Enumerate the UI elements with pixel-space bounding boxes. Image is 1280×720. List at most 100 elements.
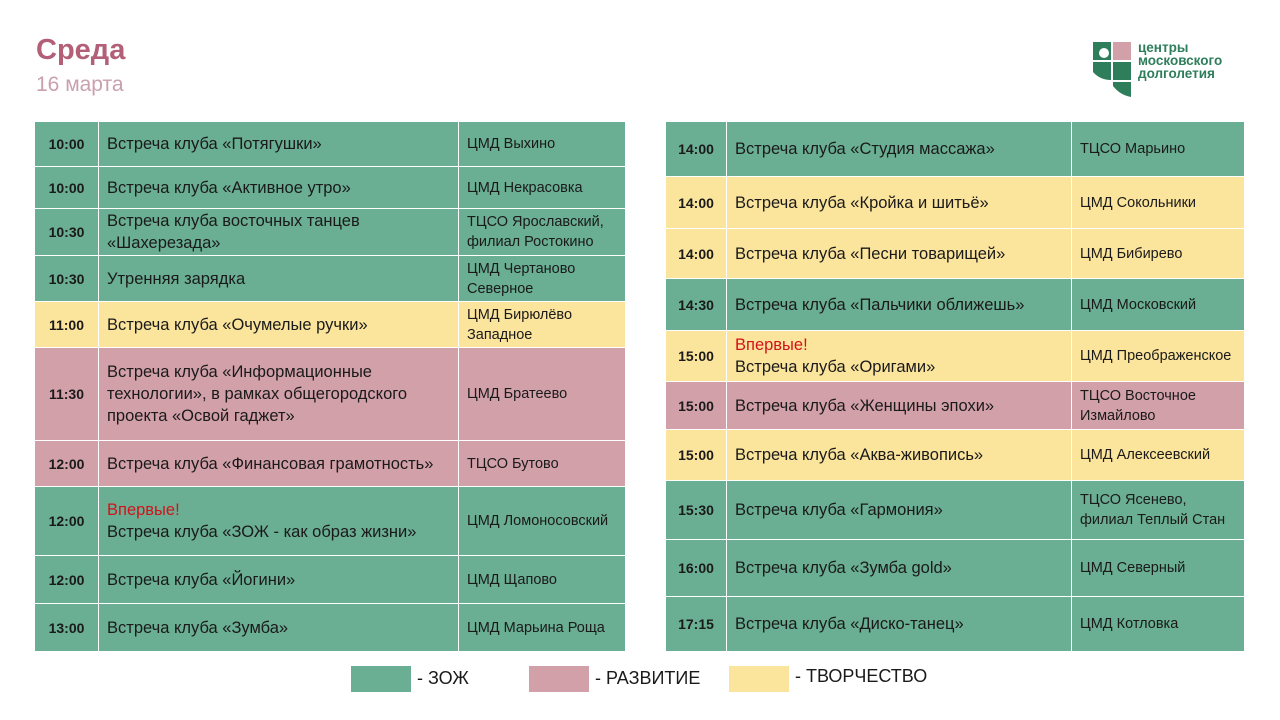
schedule-row: 14:30 Встреча клуба «Пальчики оближешь» ЦМ… (665, 278, 1245, 331)
event-location: ЦМД Преображенское (1071, 330, 1245, 382)
event-time: 14:30 (665, 278, 727, 331)
event-title: Встреча клуба «Диско-танец» (735, 615, 964, 633)
event-location: ТЦСО Ярославский, филиал Ростокино (458, 208, 626, 256)
event-title: Встреча клуба «Очумелые ручки» (107, 315, 368, 334)
event-location: ТЦСО Восточное Измайлово (1071, 381, 1245, 430)
schedule-row: 10:30 Встреча клуба восточных танцев «Шах… (34, 208, 626, 256)
event-title: Встреча клуба «Зумба gold» (735, 559, 952, 577)
event-cell: Впервые! Встреча клуба «Оригами» (726, 330, 1072, 382)
schedule-row: 10:00 Встреча клуба «Активное утро» ЦМД Не… (34, 166, 626, 209)
legend-label-tvorchestvo: - ТВОРЧЕСТВО (795, 666, 928, 686)
event-cell: Встреча клуба «Диско-танец» (726, 596, 1072, 652)
legend-label-zozh: - ЗОЖ (417, 668, 469, 688)
event-time: 15:30 (665, 480, 727, 540)
event-location: ЦМД Северный (1071, 539, 1245, 597)
event-time: 10:00 (34, 166, 99, 209)
event-location: ЦМД Московский (1071, 278, 1245, 331)
event-time: 15:00 (665, 381, 727, 430)
event-title: Встреча клуба «Финансовая грамотность» (107, 454, 434, 473)
logo-text: центры московского долголетия (1138, 40, 1223, 81)
event-location: ЦМД Братеево (458, 347, 626, 441)
event-time: 11:00 (34, 301, 99, 348)
event-time: 14:00 (665, 228, 727, 279)
schedule-row: 15:00 Впервые! Встреча клуба «Оригами» ЦМД … (665, 330, 1245, 382)
event-title: Встреча клуба «Оригами» (735, 358, 936, 376)
event-title: Встреча клуба «Женщины эпохи» (735, 396, 995, 415)
event-time: 10:00 (34, 121, 99, 167)
event-time: 15:00 (665, 429, 727, 481)
schedule-row: 14:00 Встреча клуба «Кройка и шитьё» ЦМД С… (665, 176, 1245, 229)
event-cell: Встреча клуба «Женщины эпохи» (726, 381, 1072, 430)
event-cell: Встреча клуба «Финансовая грамотность» (98, 440, 459, 487)
event-cell: Встреча клуба «Гармония» (726, 480, 1072, 540)
event-location: ЦМД Ломоносовский (458, 486, 626, 556)
event-cell: Встреча клуба «Студия массажа» (726, 121, 1072, 177)
event-cell: Встреча клуба восточных танцев «Шахереза… (98, 208, 459, 256)
legend-swatch-tvorchestvo (729, 666, 789, 692)
event-location: ЦМД Сокольники (1071, 176, 1245, 229)
schedule-table-left: 10:00 Встреча клуба «Потягушки» ЦМД Выхино… (34, 121, 626, 652)
event-time: 10:30 (34, 255, 99, 302)
schedule-row: 12:00 Впервые! Встреча клуба «ЗОЖ - как об… (34, 486, 626, 556)
page-date: 16 марта (36, 73, 124, 96)
schedule-row: 15:00 Встреча клуба «Аква-живопись» ЦМД Ал… (665, 429, 1245, 481)
schedule-row: 10:00 Встреча клуба «Потягушки» ЦМД Выхино (34, 121, 626, 167)
event-cell: Встреча клуба «Зумба» (98, 603, 459, 652)
schedule-row: 13:00 Встреча клуба «Зумба» ЦМД Марьина Ро… (34, 603, 626, 652)
event-title: Встреча клуба «Пальчики оближешь» (735, 295, 1025, 314)
schedule-row: 11:00 Встреча клуба «Очумелые ручки» ЦМД Б… (34, 301, 626, 348)
event-title: Встреча клуба восточных танцев «Шахереза… (107, 212, 360, 252)
event-cell: Встреча клуба «Песни товарищей» (726, 228, 1072, 279)
schedule-row: 12:00 Встреча клуба «Финансовая грамотнос… (34, 440, 626, 487)
event-time: 11:30 (34, 347, 99, 441)
event-title: Встреча клуба «Песни товарищей» (735, 244, 1006, 263)
event-time: 12:00 (34, 440, 99, 487)
event-title: Встреча клуба «Йогини» (107, 570, 296, 589)
event-location: ТЦСО Ясенево, филиал Теплый Стан (1071, 480, 1245, 540)
logo: центры московского долголетия (1092, 40, 1252, 98)
event-title: Встреча клуба «Информационные технологии… (107, 363, 408, 425)
event-location: ЦМД Бирюлёво Западное (458, 301, 626, 348)
event-location: ЦМД Чертаново Северное (458, 255, 626, 302)
event-cell: Встреча клуба «Йогини» (98, 555, 459, 604)
event-cell: Утренняя зарядка (98, 255, 459, 302)
event-cell: Встреча клуба «Зумба gold» (726, 539, 1072, 597)
event-time: 15:00 (665, 330, 727, 382)
event-cell: Встреча клуба «Пальчики оближешь» (726, 278, 1072, 331)
event-title: Встреча клуба «Аква-живопись» (735, 446, 984, 464)
legend-swatch-razvitie (529, 666, 589, 692)
event-time: 14:00 (665, 176, 727, 229)
event-location: ЦМД Котловка (1071, 596, 1245, 652)
schedule-row: 15:30 Встреча клуба «Гармония» ТЦСО Ясенев… (665, 480, 1245, 540)
event-title: Встреча клуба «Студия массажа» (735, 140, 995, 158)
event-title: Встреча клуба «Потягушки» (107, 135, 322, 153)
event-location: ЦМД Выхино (458, 121, 626, 167)
event-location: ЦМД Бибирево (1071, 228, 1245, 279)
new-badge: Впервые! (107, 501, 180, 519)
event-time: 14:00 (665, 121, 727, 177)
new-badge: Впервые! (735, 336, 808, 354)
event-title: Встреча клуба «Кройка и шитьё» (735, 193, 989, 212)
schedule-row: 12:00 Встреча клуба «Йогини» ЦМД Щапово (34, 555, 626, 604)
schedule-row: 16:00 Встреча клуба «Зумба gold» ЦМД Север… (665, 539, 1245, 597)
schedule-table-right: 14:00 Встреча клуба «Студия массажа» ТЦСО … (665, 121, 1245, 652)
event-time: 12:00 (34, 555, 99, 604)
event-location: ЦМД Некрасовка (458, 166, 626, 209)
event-cell: Встреча клуба «Активное утро» (98, 166, 459, 209)
event-time: 16:00 (665, 539, 727, 597)
schedule-row: 10:30 Утренняя зарядка ЦМД Чертаново Север… (34, 255, 626, 302)
event-location: ЦМД Щапово (458, 555, 626, 604)
event-cell: Встреча клуба «Потягушки» (98, 121, 459, 167)
legend-swatch-zozh (351, 666, 411, 692)
event-location: ЦМД Алексеевский (1071, 429, 1245, 481)
logo-mark-icon (1093, 42, 1131, 97)
event-cell: Встреча клуба «Очумелые ручки» (98, 301, 459, 348)
schedule-row: 17:15 Встреча клуба «Диско-танец» ЦМД Котл… (665, 596, 1245, 652)
event-time: 12:00 (34, 486, 99, 556)
event-cell: Встреча клуба «Информационные технологии… (98, 347, 459, 441)
event-title: Встреча клуба «Активное утро» (107, 178, 351, 197)
event-title: Встреча клуба «Гармония» (735, 501, 943, 519)
event-title: Встреча клуба «ЗОЖ - как образ жизни» (107, 523, 417, 541)
schedule-row: 14:00 Встреча клуба «Студия массажа» ТЦСО … (665, 121, 1245, 177)
legend: - ЗОЖ - РАЗВИТИЕ - ТВОРЧЕСТВО (0, 666, 1280, 696)
